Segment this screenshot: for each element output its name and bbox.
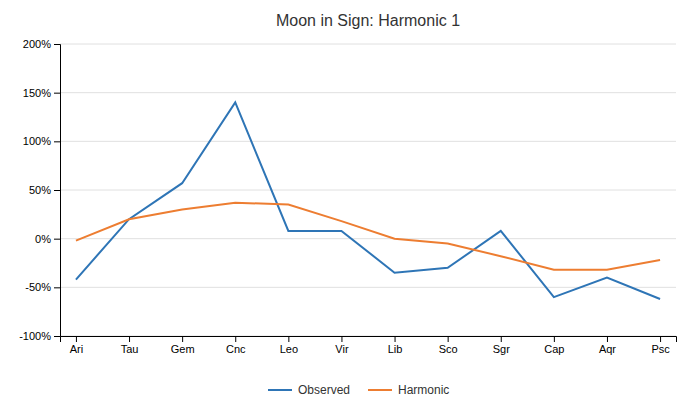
tick-mark [341,336,342,342]
y-tick: 200% [23,38,60,50]
grid-line [60,190,676,191]
plot: -100% -50% 0% 50% 100% 150% 200% Ari Tau Gem Cnc Le… [19,38,676,355]
tick-label: Sco [439,343,458,355]
x-tick: Lib [388,336,403,355]
tick-label: Aqr [599,343,616,355]
tick-label: Tau [121,343,139,355]
y-tick: 100% [23,135,60,147]
tick-mark [76,336,77,342]
tick-label: Psc [651,343,670,355]
tick-label: 0% [35,233,51,245]
x-tick: Psc [651,336,670,355]
tick-mark [54,287,60,288]
tick-label: 100% [23,135,51,147]
tick-mark [395,336,396,342]
tick-label: -100% [19,330,51,342]
legend: Observed Harmonic [268,383,449,397]
y-tick: -100% [19,330,60,342]
tick-mark [54,44,60,45]
tick-mark [54,239,60,240]
x-tick: Cap [544,336,564,355]
y-axis: -100% -50% 0% 50% 100% 150% 200% [19,38,60,342]
x-tick: Aqr [599,336,616,355]
x-tick: Vir [335,336,349,355]
grid-line [60,238,676,239]
series-line [76,203,660,270]
y-tick: 50% [29,184,60,196]
grid [60,44,676,336]
chart: -100% -50% 0% 50% 100% 150% 200% Ari Tau Gem Cnc Le… [0,0,700,408]
tick-label: Vir [335,343,349,355]
x-tick: Ari [70,336,83,355]
tick-mark [448,336,449,342]
tick-mark [54,336,60,337]
grid-line [60,44,676,45]
axis-line [61,337,677,343]
legend-item: Harmonic [368,383,449,397]
tick-mark [54,141,60,142]
tick-label: -50% [25,281,51,293]
tick-label: Sgr [493,343,510,355]
tick-mark [54,93,60,94]
tick-mark [607,336,608,342]
tick-mark [554,336,555,342]
axis-line [54,45,61,337]
grid-line [60,141,676,142]
tick-mark [288,336,289,342]
y-tick: 0% [35,233,60,245]
x-tick: Leo [280,336,298,355]
tick-mark [660,336,661,342]
tick-mark [54,190,60,191]
legend-label: Observed [298,383,350,397]
tick-label: 50% [29,184,51,196]
x-tick: Sgr [493,336,510,355]
x-tick: Tau [121,336,139,355]
legend-swatch [268,389,292,391]
tick-label: Cap [544,343,564,355]
y-tick: 150% [23,87,60,99]
x-tick: Gem [171,336,195,355]
y-tick: -50% [25,281,60,293]
legend-item: Observed [268,383,350,397]
tick-mark [182,336,183,342]
x-tick: Cnc [226,336,246,355]
legend-swatch [368,389,392,391]
tick-label: Gem [171,343,195,355]
x-tick: Sco [439,336,458,355]
tick-label: 200% [23,38,51,50]
tick-label: Lib [388,343,403,355]
series-line [76,102,660,299]
x-axis: Ari Tau Gem Cnc Leo Vir Lib Sco Sgr Cap Aqr Psc [61,336,677,355]
tick-label: Cnc [226,343,246,355]
grid-line [60,92,676,93]
tick-mark [129,336,130,342]
lines [76,102,660,299]
tick-label: Leo [280,343,298,355]
tick-label: 150% [23,87,51,99]
tick-label: Ari [70,343,83,355]
tick-mark [235,336,236,342]
title: Moon in Sign: Harmonic 1 [276,12,460,29]
tick-mark [501,336,502,342]
legend-label: Harmonic [398,383,449,397]
